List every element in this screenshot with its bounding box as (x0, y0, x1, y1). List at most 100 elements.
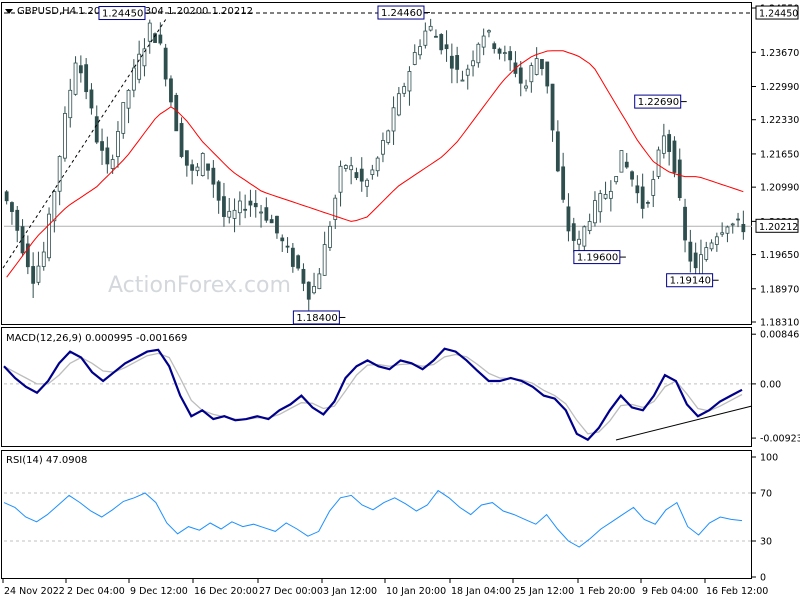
candle-body (736, 218, 740, 221)
candle-body (126, 89, 131, 109)
candle-body (317, 273, 322, 290)
candle-body (275, 215, 279, 234)
candle-body (333, 197, 338, 220)
price-tick-label: 1.18970 (760, 284, 799, 295)
candle-body (137, 53, 142, 80)
candle-body (391, 107, 396, 132)
annotation-label: 1.24460 (381, 8, 422, 19)
candle-body (661, 135, 666, 154)
macd-tick-label: 0.00 (760, 379, 781, 390)
candle-body (78, 65, 83, 74)
candle-body (57, 156, 62, 192)
candle-body (386, 130, 391, 143)
candle-body (709, 242, 714, 250)
price-marker-label: 1.24450 (759, 9, 798, 20)
annotation-label: 1.19140 (670, 276, 711, 287)
candle-body (460, 79, 465, 82)
time-tick-label: 24 Nov 2022 (4, 586, 65, 597)
candle-body (688, 241, 693, 262)
candle-body (582, 226, 587, 247)
candle-body (476, 43, 481, 64)
annotation-box (292, 310, 340, 325)
candle-body (529, 65, 534, 83)
time-tick-label: 18 Jan 04:00 (451, 586, 511, 597)
time-tick-label: 10 Jan 20:00 (386, 586, 446, 597)
candle-body (84, 64, 89, 93)
candle-body (508, 51, 513, 61)
macd-tick-label: -0.009233 (760, 434, 800, 445)
candle-body (545, 61, 550, 87)
rsi-axis: 100 70 30 0 (4, 453, 778, 584)
symbol-dropdown-icon[interactable] (5, 9, 13, 14)
candle-body (587, 221, 592, 231)
price-tick-label: 1.23670 (760, 48, 799, 59)
candle-body (603, 193, 608, 199)
price-annotations: 1.24450 1.24460 1.18400 1.19600 1.22690 1.191… (98, 5, 719, 325)
candle-body (269, 219, 274, 224)
candle-body (465, 68, 470, 76)
candle-body (370, 169, 375, 176)
candle-body (63, 113, 67, 159)
candle-body (354, 172, 359, 179)
candle-body (200, 153, 205, 176)
price-marker-label: 1.20212 (759, 222, 798, 233)
candle-body (105, 147, 110, 165)
time-tick-label: 16 Dec 20:00 (194, 586, 258, 597)
candle-body (142, 48, 147, 67)
candle-body (577, 238, 581, 245)
candle-body (131, 67, 136, 91)
candle-body (100, 141, 104, 151)
candle-body (179, 123, 184, 157)
candle-body (20, 226, 25, 254)
candle-body (206, 163, 210, 171)
candle-body (158, 34, 163, 44)
candle-body (524, 85, 528, 89)
price-marker-box (755, 218, 799, 233)
annotation-label: 1.19600 (577, 253, 618, 264)
candle-body (614, 176, 619, 183)
candle-body (94, 116, 99, 143)
price-candles (4, 18, 746, 311)
candle-body (216, 181, 221, 201)
rsi-tick-label: 0 (760, 573, 766, 584)
candle-body (328, 225, 332, 248)
candle-body (714, 236, 719, 245)
candle-body (651, 179, 656, 196)
annotation-box (666, 273, 714, 288)
candle-body (4, 191, 9, 202)
candle-body (243, 208, 248, 211)
candle-body (730, 223, 735, 226)
candle-body (359, 168, 364, 182)
rsi-tick-label: 100 (760, 453, 778, 464)
candle-body (741, 223, 746, 233)
rsi-tick-label: 70 (760, 489, 772, 500)
candle-body (25, 243, 30, 268)
candle-body (624, 161, 629, 168)
candle-body (434, 35, 438, 38)
candle-body (147, 22, 152, 42)
time-tick-label: 1 Feb 20:00 (579, 586, 635, 597)
candle-body (121, 102, 126, 134)
candle-body (116, 131, 120, 158)
candle-body (365, 179, 369, 187)
price-tick-label: 1.22990 (760, 82, 799, 93)
macd-trend-line (615, 405, 753, 441)
candle-body (566, 206, 571, 232)
candle-body (285, 245, 290, 248)
rsi-panel-frame (1, 450, 752, 579)
macd-signal-line (3, 352, 743, 435)
annotation-label: 1.22690 (638, 97, 679, 108)
candle-body (68, 89, 73, 119)
candle-body (487, 30, 491, 33)
candle-body (534, 58, 539, 75)
candle-body (619, 150, 624, 173)
candle-body (667, 134, 672, 152)
candle-body (163, 47, 168, 80)
candle-body (418, 46, 422, 56)
symbol-label: GBPUSD,H4 (17, 6, 76, 17)
candle-body (402, 86, 407, 94)
candle-body (471, 60, 475, 67)
candle-body (555, 131, 560, 172)
candle-body (36, 265, 41, 283)
candle-body (222, 196, 226, 217)
